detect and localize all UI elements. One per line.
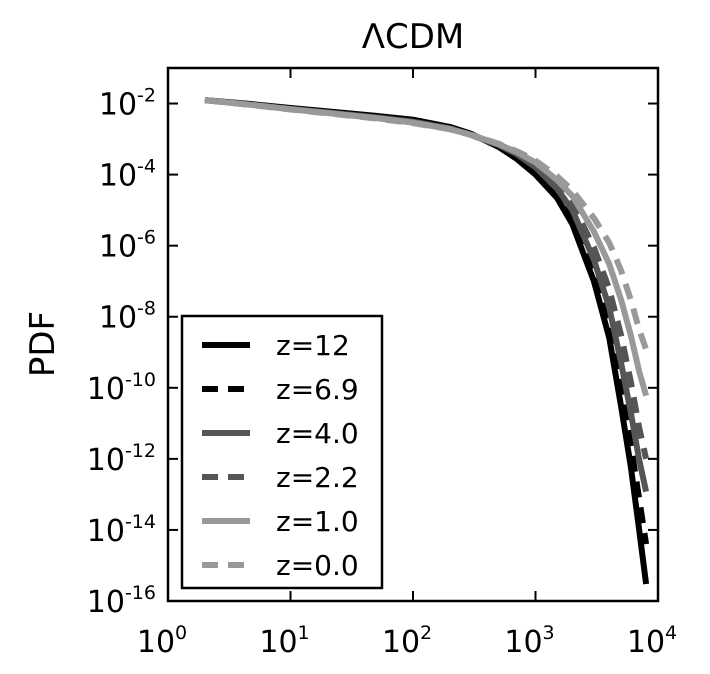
x-tick-label: 102 bbox=[382, 622, 432, 660]
legend-label: z=0.0 bbox=[276, 549, 359, 582]
legend-label: z=2.2 bbox=[276, 461, 359, 494]
y-tick-label: 10-10 bbox=[87, 369, 156, 407]
y-tick-label: 10-2 bbox=[99, 85, 156, 123]
axis-ticks: 100 101 102 103 104 10-2 10-4 10-6 10-8 10-10 10-1… bbox=[87, 68, 677, 660]
legend-label: z=1.0 bbox=[276, 505, 359, 538]
y-tick-label: 10-8 bbox=[99, 298, 156, 336]
legend-label: z=6.9 bbox=[276, 373, 359, 406]
y-tick-label: 10-16 bbox=[87, 582, 156, 620]
y-tick-label: 10-12 bbox=[87, 440, 156, 478]
series-layer bbox=[204, 97, 650, 585]
legend-box bbox=[180, 314, 384, 590]
x-tick-label: 101 bbox=[259, 622, 309, 660]
y-tick-label: 10-6 bbox=[99, 227, 156, 265]
legend-label: z=4.0 bbox=[276, 417, 359, 450]
x-tick-label: 104 bbox=[627, 622, 677, 660]
x-tick-label: 103 bbox=[504, 622, 554, 660]
y-tick-label: 10-4 bbox=[99, 156, 156, 194]
y-axis-label: PDF bbox=[23, 311, 63, 377]
series-line-6 bbox=[204, 97, 649, 351]
legend-label: z=12 bbox=[276, 329, 350, 362]
chart-title: ΛCDM bbox=[362, 17, 465, 57]
x-tick-label: 100 bbox=[137, 622, 187, 660]
legend: z=12 z=6.9 z=4.0 z=2.2 z=1.0 z=0.0 bbox=[180, 314, 384, 590]
y-tick-label: 10-14 bbox=[87, 511, 156, 549]
